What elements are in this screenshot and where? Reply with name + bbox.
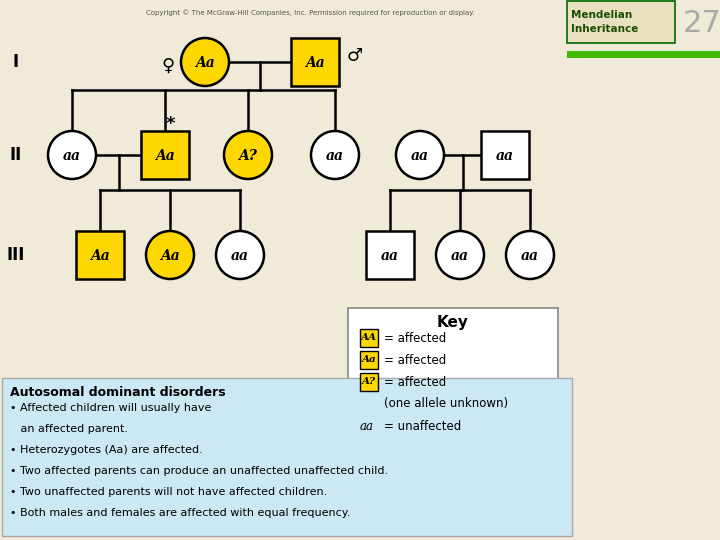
- Circle shape: [506, 231, 554, 279]
- Text: Mendelian
Inheritance: Mendelian Inheritance: [571, 10, 639, 33]
- Text: Copyright © The McGraw-Hill Companies, Inc. Permission required for reproduction: Copyright © The McGraw-Hill Companies, I…: [145, 9, 474, 16]
- FancyBboxPatch shape: [2, 378, 572, 536]
- Text: II: II: [10, 146, 22, 164]
- Circle shape: [216, 231, 264, 279]
- Bar: [360, 373, 378, 391]
- Text: aa: aa: [231, 249, 249, 263]
- Text: = affected: = affected: [384, 375, 446, 388]
- Text: aa: aa: [326, 149, 344, 163]
- Text: Key: Key: [437, 314, 469, 329]
- Text: • Affected children will usually have: • Affected children will usually have: [10, 403, 212, 413]
- Text: A?: A?: [362, 377, 376, 387]
- Circle shape: [436, 231, 484, 279]
- Bar: [360, 351, 378, 369]
- Text: A?: A?: [238, 149, 258, 163]
- Text: aa: aa: [411, 149, 429, 163]
- Bar: [481, 131, 529, 179]
- Circle shape: [224, 131, 272, 179]
- Text: aa: aa: [451, 249, 469, 263]
- FancyBboxPatch shape: [348, 308, 558, 438]
- Text: *: *: [166, 115, 175, 133]
- Text: • Two unaffected parents will not have affected children.: • Two unaffected parents will not have a…: [10, 487, 328, 497]
- Text: an affected parent.: an affected parent.: [10, 424, 128, 434]
- Text: Aa: Aa: [305, 56, 325, 70]
- Circle shape: [396, 131, 444, 179]
- Circle shape: [146, 231, 194, 279]
- FancyBboxPatch shape: [567, 1, 675, 43]
- Circle shape: [311, 131, 359, 179]
- Bar: [360, 329, 378, 347]
- FancyBboxPatch shape: [567, 51, 720, 58]
- Bar: [366, 231, 414, 279]
- Text: = unaffected: = unaffected: [384, 420, 462, 433]
- Bar: [141, 131, 189, 179]
- Circle shape: [181, 38, 229, 86]
- Text: = affected: = affected: [384, 354, 446, 367]
- Text: 27: 27: [683, 9, 720, 37]
- Text: III: III: [6, 246, 25, 264]
- Text: Autosomal dominant disorders: Autosomal dominant disorders: [10, 386, 225, 399]
- Text: = affected: = affected: [384, 332, 446, 345]
- Text: • Heterozygotes (Aa) are affected.: • Heterozygotes (Aa) are affected.: [10, 445, 203, 455]
- Text: aa: aa: [360, 420, 374, 433]
- Bar: [76, 231, 124, 279]
- Text: aa: aa: [521, 249, 539, 263]
- Text: Aa: Aa: [361, 355, 377, 364]
- Text: • Both males and females are affected with equal frequency.: • Both males and females are affected wi…: [10, 508, 351, 518]
- Text: ♀: ♀: [161, 57, 174, 75]
- Text: Aa: Aa: [195, 56, 215, 70]
- Text: ♂: ♂: [347, 47, 363, 65]
- Text: Aa: Aa: [160, 249, 180, 263]
- Text: Aa: Aa: [90, 249, 110, 263]
- Text: (one allele unknown): (one allele unknown): [384, 397, 508, 410]
- Circle shape: [48, 131, 96, 179]
- Text: • Two affected parents can produce an unaffected unaffected child.: • Two affected parents can produce an un…: [10, 466, 388, 476]
- Text: aa: aa: [63, 149, 81, 163]
- Text: AA: AA: [361, 334, 377, 342]
- Bar: [291, 38, 339, 86]
- Text: I: I: [13, 53, 19, 71]
- Text: aa: aa: [496, 149, 514, 163]
- Text: Aa: Aa: [155, 149, 175, 163]
- Text: aa: aa: [381, 249, 399, 263]
